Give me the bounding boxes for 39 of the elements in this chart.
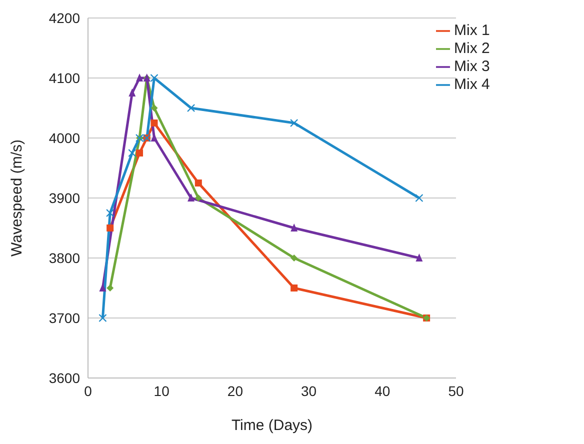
x-tick-label: 10 <box>154 382 170 399</box>
x-tick-label: 20 <box>227 382 244 399</box>
point <box>194 194 202 202</box>
y-tick-label: 4100 <box>48 70 80 86</box>
point <box>290 284 298 292</box>
point <box>136 150 144 156</box>
point <box>106 208 114 218</box>
y-axis-title: Wavespeed (m/s) <box>8 140 26 256</box>
y-tick-label: 4000 <box>48 130 80 146</box>
point <box>150 104 158 112</box>
point <box>106 284 114 292</box>
x-tick-label: 0 <box>84 382 92 399</box>
y-tick-label: 4200 <box>48 10 80 26</box>
y-tick-label: 3900 <box>48 190 80 206</box>
point <box>415 194 424 202</box>
legend-label: Mix 2 <box>454 40 490 57</box>
point <box>194 180 202 186</box>
y-tick-label: 3600 <box>48 370 80 386</box>
point <box>290 254 298 262</box>
point <box>128 148 136 158</box>
y-tick-label: 3700 <box>48 310 80 326</box>
point <box>416 254 423 262</box>
point <box>290 118 298 128</box>
x-axis-title: Time (Days) <box>231 417 313 434</box>
y-tick-label: 3800 <box>48 250 80 266</box>
x-tick-label: 40 <box>374 382 390 399</box>
point <box>106 224 114 232</box>
point <box>150 120 158 126</box>
point <box>186 104 196 112</box>
x-tick-label: 30 <box>301 382 317 399</box>
x-tick-label: 50 <box>448 382 464 399</box>
legend-label: Mix 3 <box>454 58 490 75</box>
point <box>290 224 298 232</box>
point <box>136 74 144 82</box>
point <box>98 314 107 322</box>
point <box>188 194 195 202</box>
point <box>128 88 136 96</box>
legend-label: Mix 1 <box>454 22 490 39</box>
legend-label: Mix 4 <box>454 76 490 93</box>
